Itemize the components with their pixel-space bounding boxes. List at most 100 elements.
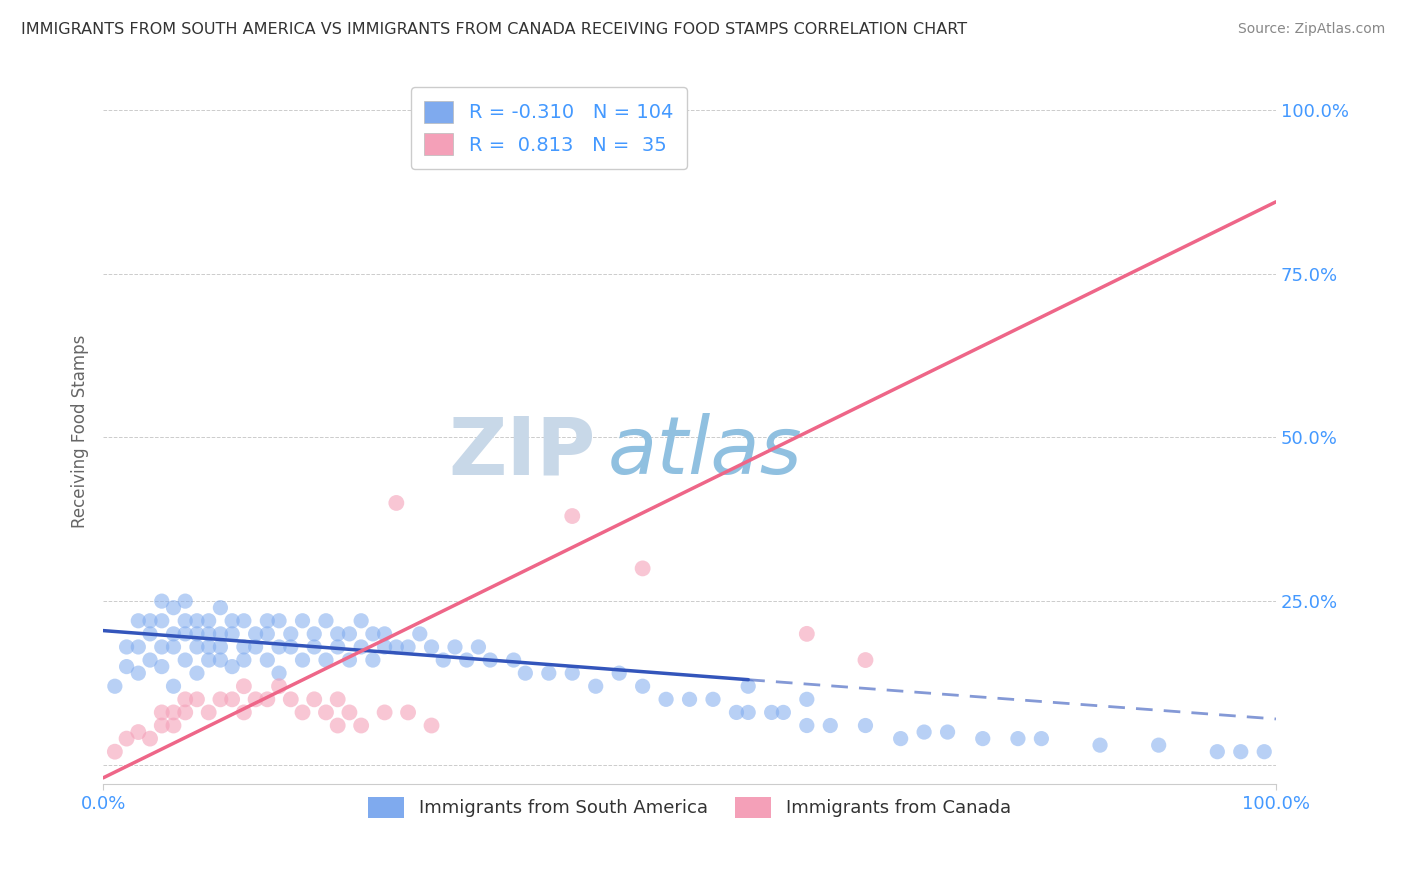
Point [326,692,349,706]
Point [761,706,783,720]
Legend: Immigrants from South America, Immigrants from Canada: Immigrants from South America, Immigrant… [361,789,1018,825]
Point [326,640,349,654]
Point [115,659,138,673]
Point [855,653,877,667]
Point [585,679,607,693]
Point [174,614,197,628]
Point [267,666,290,681]
Point [280,692,302,706]
Point [197,627,219,641]
Point [291,706,314,720]
Point [150,706,173,720]
Point [350,640,373,654]
Text: IMMIGRANTS FROM SOUTH AMERICA VS IMMIGRANTS FROM CANADA RECEIVING FOOD STAMPS CO: IMMIGRANTS FROM SOUTH AMERICA VS IMMIGRA… [21,22,967,37]
Text: Source: ZipAtlas.com: Source: ZipAtlas.com [1237,22,1385,37]
Point [232,706,254,720]
Point [245,640,267,654]
Point [420,640,443,654]
Point [361,653,384,667]
Point [339,706,361,720]
Point [339,653,361,667]
Point [232,679,254,693]
Point [291,614,314,628]
Point [197,653,219,667]
Point [256,653,278,667]
Point [174,594,197,608]
Text: ZIP: ZIP [449,413,596,491]
Point [267,640,290,654]
Point [150,614,173,628]
Point [326,718,349,732]
Y-axis label: Receiving Food Stamps: Receiving Food Stamps [72,334,89,528]
Point [186,640,208,654]
Point [150,594,173,608]
Point [162,640,184,654]
Point [1229,745,1251,759]
Point [936,725,959,739]
Point [127,640,149,654]
Point [374,640,396,654]
Point [972,731,994,746]
Point [162,627,184,641]
Point [256,614,278,628]
Point [256,627,278,641]
Point [127,725,149,739]
Point [631,561,654,575]
Point [302,640,325,654]
Point [796,692,818,706]
Point [174,706,197,720]
Point [104,745,127,759]
Point [221,692,243,706]
Point [256,692,278,706]
Point [737,679,759,693]
Point [1088,738,1111,752]
Point [209,653,232,667]
Point [678,692,700,706]
Point [326,627,349,641]
Point [409,627,432,641]
Point [1147,738,1170,752]
Point [150,640,173,654]
Point [432,653,454,667]
Point [1007,731,1029,746]
Point [139,627,162,641]
Point [502,653,524,667]
Point [456,653,478,667]
Point [374,706,396,720]
Point [115,731,138,746]
Point [537,666,560,681]
Point [1031,731,1053,746]
Point [232,614,254,628]
Point [420,718,443,732]
Point [561,666,583,681]
Point [115,640,138,654]
Point [1253,745,1275,759]
Point [631,679,654,693]
Point [396,640,419,654]
Point [221,614,243,628]
Point [162,718,184,732]
Point [820,718,842,732]
Point [127,614,149,628]
Point [139,653,162,667]
Point [186,666,208,681]
Point [302,627,325,641]
Point [702,692,724,706]
Point [186,614,208,628]
Point [267,614,290,628]
Point [162,679,184,693]
Point [772,706,794,720]
Point [444,640,467,654]
Point [150,718,173,732]
Point [197,706,219,720]
Point [291,653,314,667]
Point [561,509,583,524]
Point [232,653,254,667]
Point [725,706,748,720]
Point [209,627,232,641]
Point [139,731,162,746]
Point [467,640,489,654]
Point [339,627,361,641]
Point [174,627,197,641]
Point [302,692,325,706]
